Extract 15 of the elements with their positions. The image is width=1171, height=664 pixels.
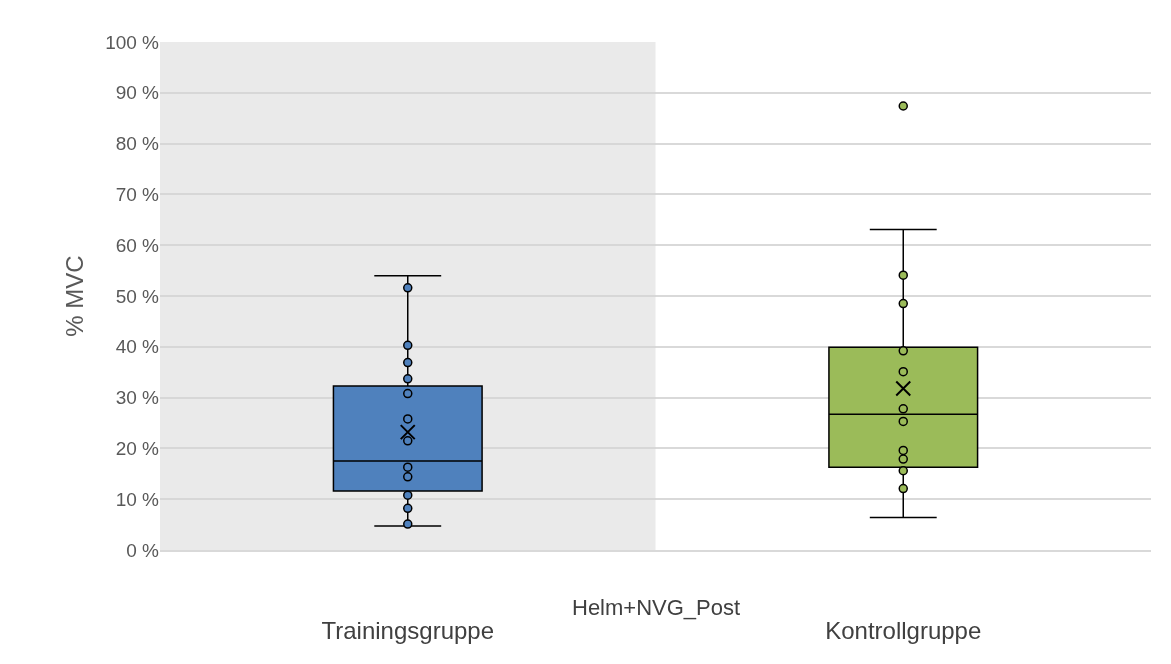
y-tick-label: 0 % — [126, 539, 160, 561]
y-tick-label: 70 % — [115, 184, 160, 206]
y-tick-label: 80 % — [115, 133, 160, 155]
y-tick-label: 90 % — [115, 82, 160, 104]
y-axis-title: % MVC — [61, 255, 89, 337]
y-tick-label: 60 % — [115, 234, 160, 256]
x-axis-title: Helm+NVG_Post — [572, 595, 741, 620]
x-tick-label: Kontrollgruppe — [825, 616, 982, 644]
y-tick-label: 20 % — [115, 438, 160, 460]
y-tick-label: 40 % — [115, 336, 160, 358]
y-tick-label: 30 % — [115, 387, 160, 409]
y-tick-label: 10 % — [115, 488, 160, 510]
x-tick-label: Trainingsgruppe — [321, 616, 495, 644]
y-tick-label: 100 % — [105, 31, 160, 53]
y-tick-label: 50 % — [115, 285, 160, 307]
